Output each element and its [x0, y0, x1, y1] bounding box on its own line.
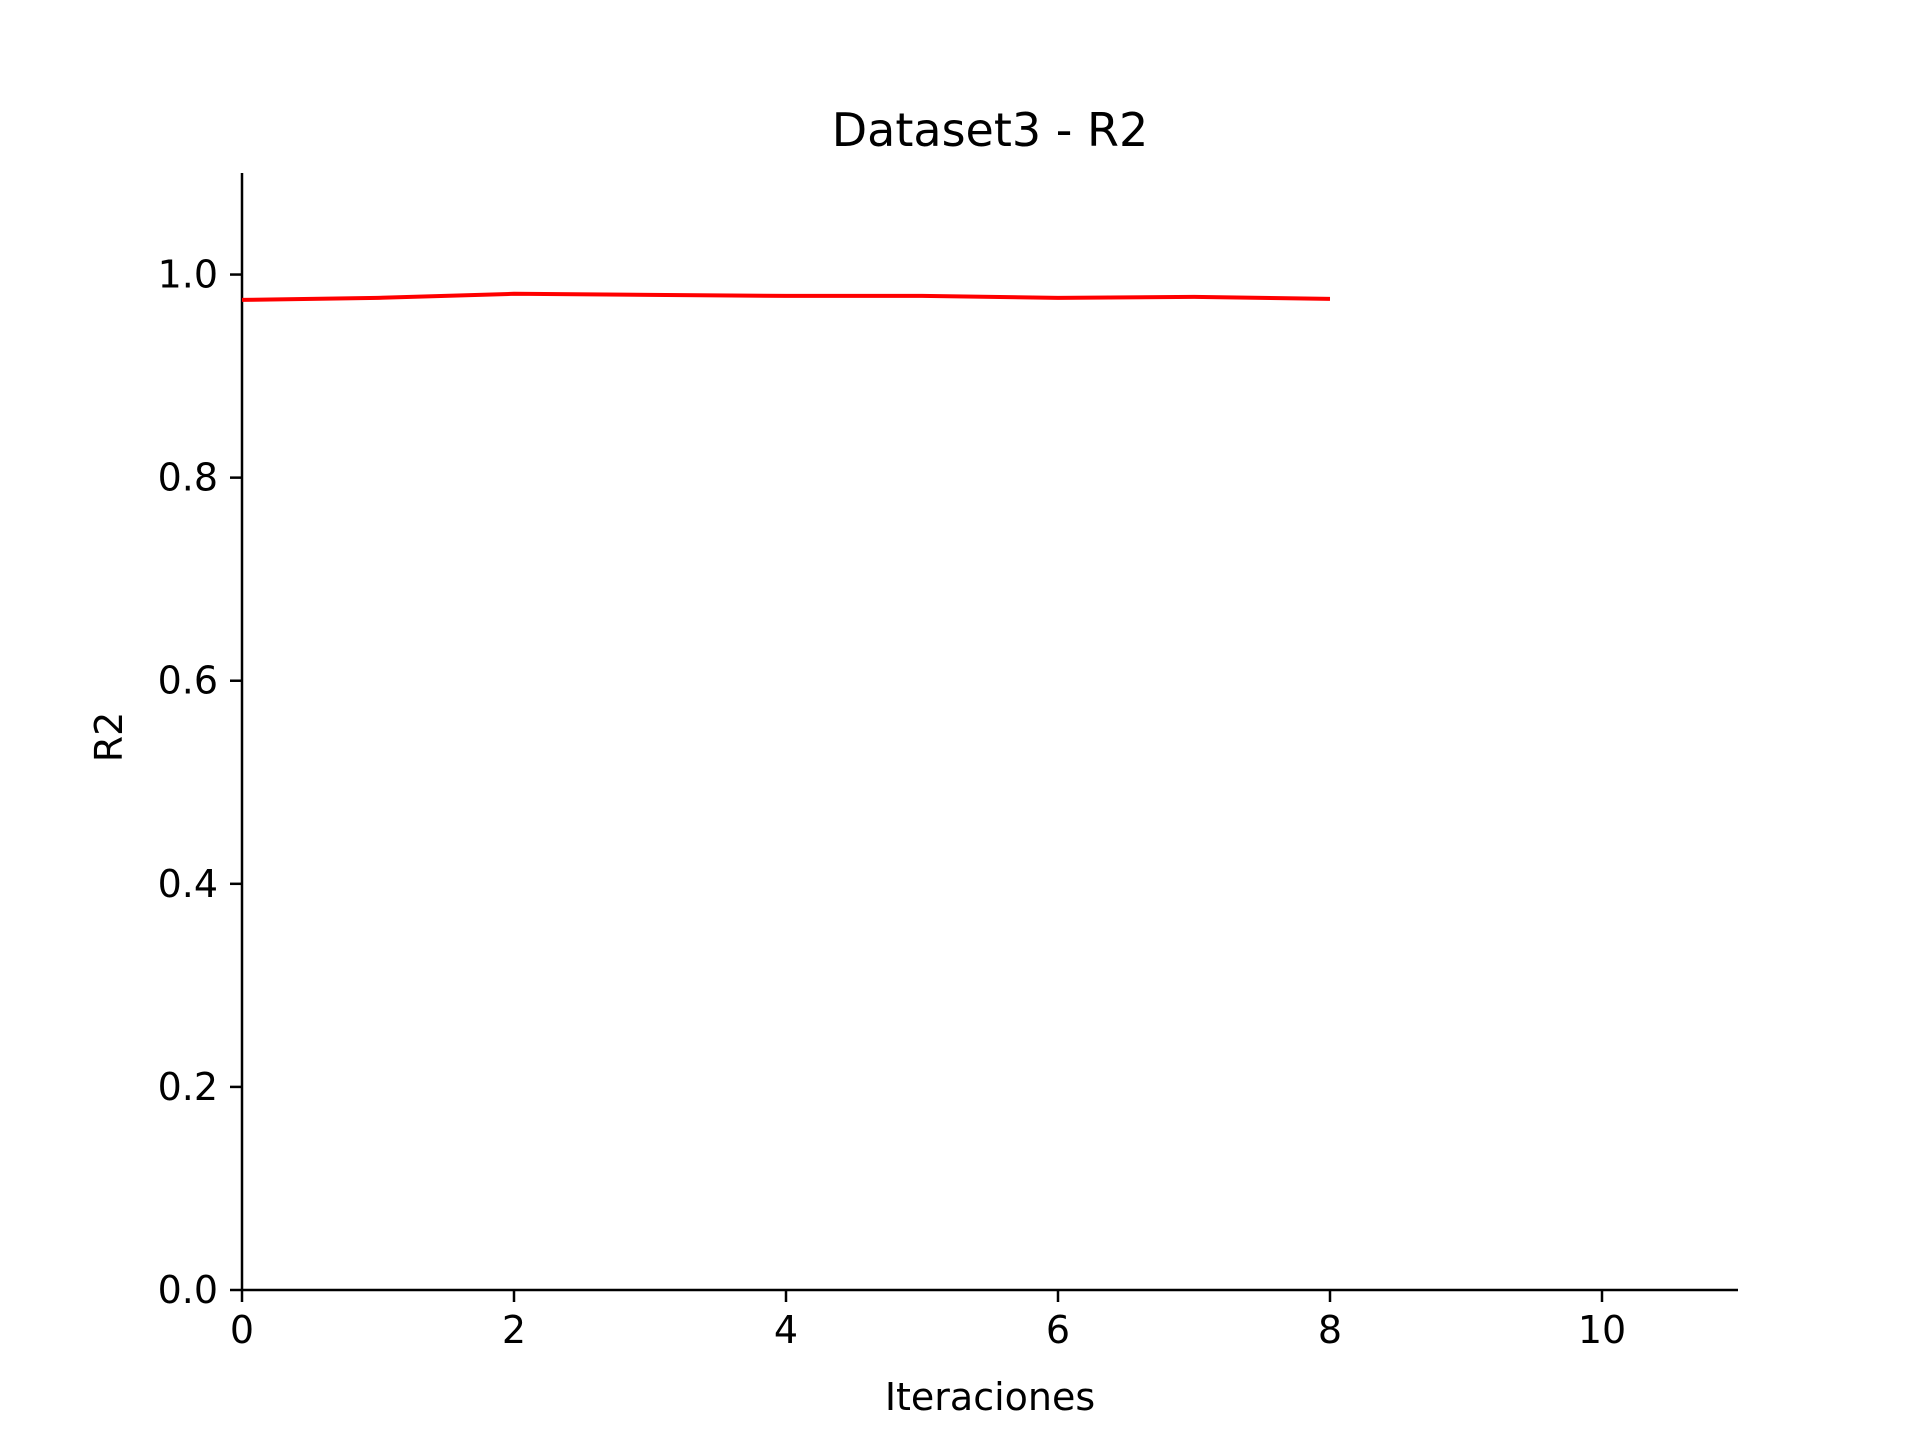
y-tick-label: 1.0	[158, 253, 218, 297]
y-tick-label: 0.8	[158, 456, 218, 500]
x-axis-ticks: 0 2 4 6 8 10	[230, 1290, 1626, 1352]
y-axis-ticks: 0.0 0.2 0.4 0.6 0.8 1.0	[158, 253, 242, 1312]
series-line	[241, 291, 1331, 302]
x-tick-label: 0	[230, 1308, 254, 1352]
x-tick-label: 2	[502, 1308, 526, 1352]
y-tick-label: 0.2	[158, 1065, 218, 1109]
plot-area: 0 2 4 6 8 10 0.0 0.2 0.4 0.6 0.8 1.0	[158, 173, 1738, 1352]
y-axis-label: R2	[87, 712, 131, 763]
x-axis-label: Iteraciones	[885, 1375, 1095, 1419]
x-tick-label: 8	[1318, 1308, 1342, 1352]
x-tick-label: 4	[774, 1308, 798, 1352]
x-tick-label: 6	[1046, 1308, 1070, 1352]
x-tick-label: 10	[1578, 1308, 1626, 1352]
series-group	[241, 291, 1331, 302]
y-tick-label: 0.6	[158, 659, 218, 703]
chart-title: Dataset3 - R2	[832, 103, 1148, 157]
y-tick-label: 0.4	[158, 862, 218, 906]
y-tick-label: 0.0	[158, 1268, 218, 1312]
